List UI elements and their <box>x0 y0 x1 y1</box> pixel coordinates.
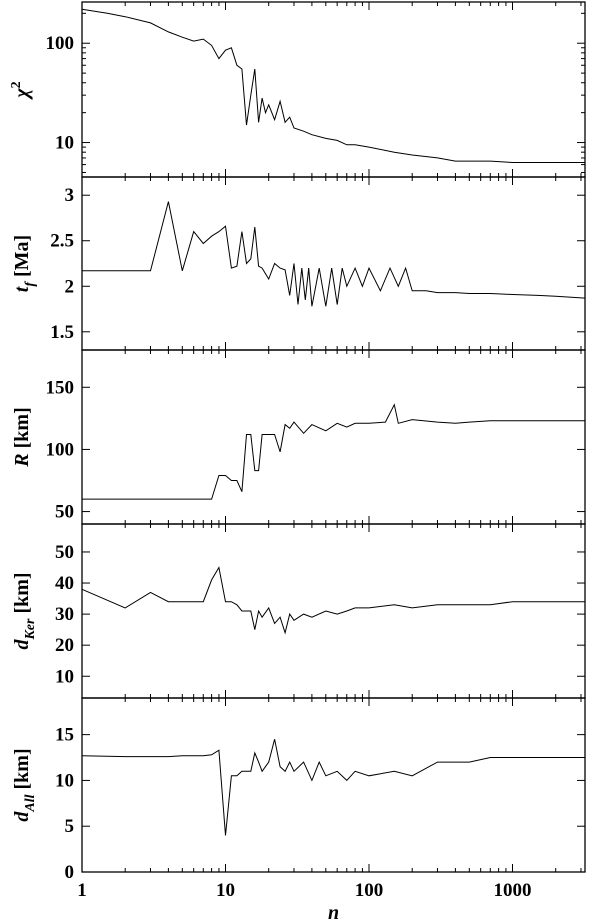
y-tick-label: 5 <box>65 816 75 837</box>
x-axis-label: n <box>328 902 339 924</box>
panel-5: 0 5 10 15 dAll [km] 1 10 100 1000 n <box>11 697 586 924</box>
y-tick-label: 1.5 <box>50 322 74 343</box>
y-tick-label: 10 <box>55 133 74 154</box>
y-tick-label: 100 <box>46 439 75 460</box>
series-line-4 <box>81 566 585 635</box>
y-tick-label: 150 <box>46 377 75 398</box>
y-tick-label: 10 <box>55 666 74 687</box>
series-line-5 <box>81 739 585 836</box>
y-tick-label: 2.5 <box>50 231 74 252</box>
panel-3: 50 100 150 R [km] <box>11 349 586 525</box>
y-tick-label: 2 <box>65 276 75 297</box>
x-tick-label: 100 <box>355 880 384 901</box>
y-axis-label: dAll [km] <box>11 748 38 821</box>
plot-frame <box>81 349 586 525</box>
plot-frame <box>81 1 586 178</box>
y-axis-label: χ2 <box>9 81 33 100</box>
x-tick-label: 1000 <box>494 880 532 901</box>
panel-4: 10 20 30 40 50 dKer [km] <box>11 523 586 699</box>
x-tick-label: 10 <box>216 880 235 901</box>
y-tick-label: 50 <box>55 542 74 563</box>
plot-frame <box>81 176 586 351</box>
y-tick-label: 30 <box>55 604 74 625</box>
y-tick-label: 15 <box>55 725 74 746</box>
series-line-3 <box>82 403 585 500</box>
y-tick-label: 50 <box>55 502 74 523</box>
y-tick-label: 20 <box>55 635 74 656</box>
y-axis-label: dKer [km] <box>11 572 38 649</box>
y-tick-label: 40 <box>55 573 74 594</box>
y-tick-label: 100 <box>46 33 75 54</box>
y-tick-label: 3 <box>65 185 75 206</box>
y-tick-label: 10 <box>55 770 74 791</box>
series-line-1 <box>81 8 585 163</box>
y-axis-label: tf [Ma] <box>11 235 38 292</box>
x-tick-label: 1 <box>77 880 87 901</box>
series-line-2 <box>82 201 586 307</box>
plot-frame <box>81 523 586 699</box>
y-axis-label: R [km] <box>11 407 33 467</box>
panel-1: 10 100 χ2 <box>9 1 586 178</box>
plot-frame <box>81 697 586 873</box>
y-tick-label: 0 <box>65 862 75 883</box>
panel-2: 1.5 2 2.5 3 tf [Ma] <box>11 176 586 351</box>
